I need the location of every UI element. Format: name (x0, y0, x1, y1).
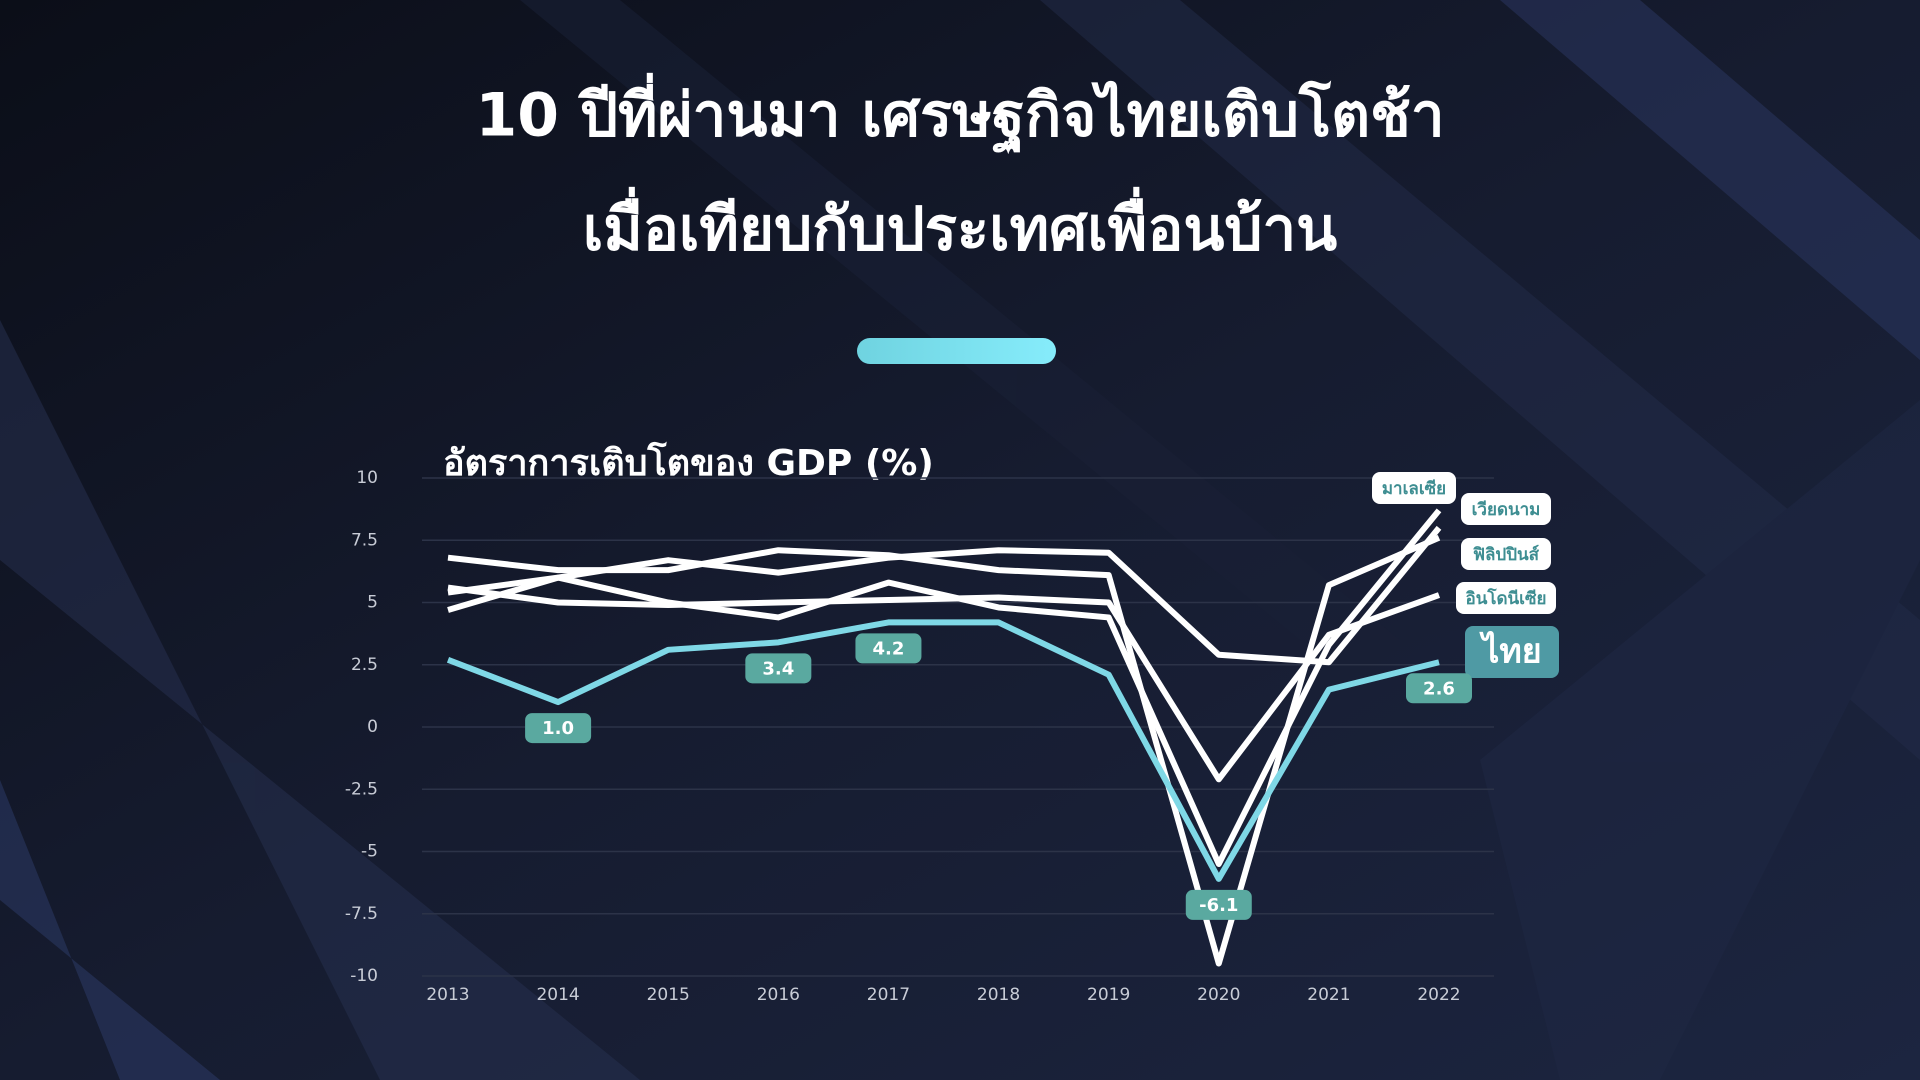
value-label-box (745, 653, 812, 684)
value-label-box (1406, 673, 1472, 704)
x-tick-label: 2018 (977, 985, 1020, 1005)
chart-title: เมื่อเทียบกับประเทศเพื่อนบ้าน (583, 187, 1337, 265)
x-tick-label: 2014 (536, 985, 579, 1005)
x-tick-label: 2019 (1087, 985, 1130, 1005)
value-label: -6.1 (1199, 895, 1238, 916)
value-label: 2.6 (1423, 678, 1455, 699)
value-label: 4.2 (872, 638, 904, 659)
value-label: 1.0 (542, 718, 574, 739)
y-tick-label: 10 (356, 468, 378, 488)
value-label-box (525, 713, 592, 744)
legend-box (1465, 626, 1559, 678)
y-tick-label: 0 (367, 717, 378, 737)
y-tick-label: 7.5 (351, 530, 378, 550)
legend-box (1456, 582, 1556, 614)
legend-label: ไทย (1479, 631, 1541, 672)
x-tick-label: 2020 (1197, 985, 1240, 1005)
legend-box (1372, 472, 1456, 504)
x-tick-label: 2017 (867, 985, 910, 1005)
line (447, 535, 1441, 967)
legend-label: อินโดนีเซีย (1466, 588, 1547, 609)
y-tick-label: -7.5 (345, 904, 378, 924)
legend-box (1461, 493, 1551, 525)
line (447, 508, 1442, 867)
y-tick-label: -5 (361, 842, 378, 862)
y-tick-label: -10 (350, 966, 378, 986)
accent-bar (857, 338, 1056, 364)
value-label-box (1185, 889, 1252, 920)
chart-subtitle: อัตราการเติบโตของ GDP (%) (443, 441, 934, 484)
y-tick-label: 5 (367, 593, 378, 613)
x-tick-label: 2013 (426, 985, 469, 1005)
line (447, 584, 1441, 783)
x-tick-label: 2022 (1417, 985, 1460, 1005)
x-tick-label: 2015 (647, 985, 690, 1005)
y-tick-label: 2.5 (351, 655, 378, 675)
line (446, 619, 1440, 882)
legend-label: ฟิลิปปินส์ (1473, 544, 1540, 565)
y-tick-label: -2.5 (345, 779, 378, 799)
x-tick-label: 2021 (1307, 985, 1350, 1005)
chart-title: 10 ปีที่ผ่านมา เศรษฐกิจไทยเติบโตช้า (475, 73, 1444, 154)
x-tick-label: 2016 (757, 985, 800, 1005)
legend-label: เวียดนาม (1472, 499, 1541, 520)
value-label-box (855, 633, 922, 664)
legend-label: มาเลเซีย (1382, 478, 1446, 499)
value-label: 3.4 (762, 658, 794, 679)
legend-box (1461, 538, 1551, 570)
